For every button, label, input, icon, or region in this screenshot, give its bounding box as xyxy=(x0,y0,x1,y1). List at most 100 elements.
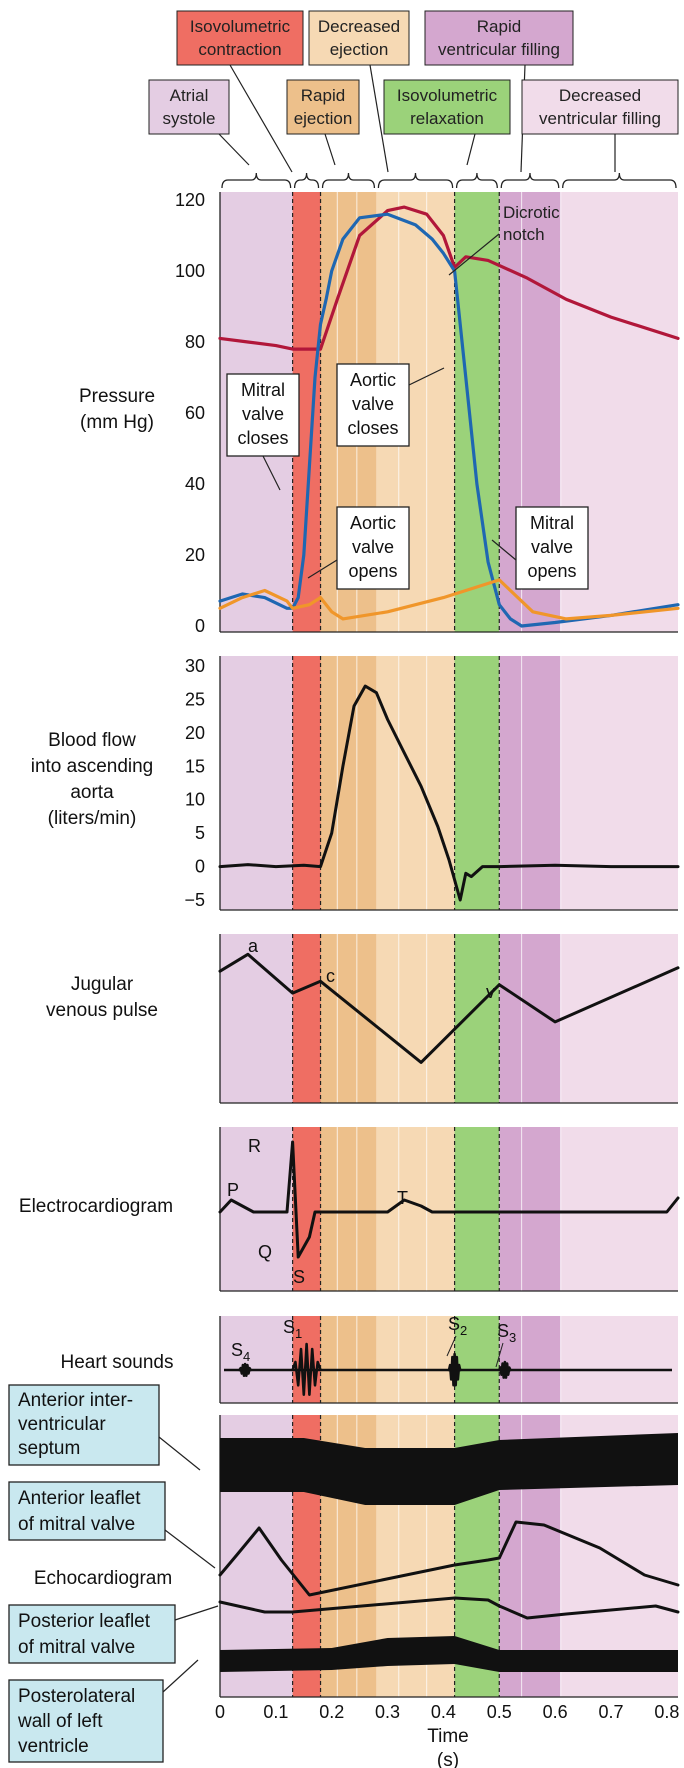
posterior-leaflet-curve xyxy=(218,1596,680,1620)
phase-band-pressure xyxy=(454,192,500,632)
phase-band-flow xyxy=(376,656,455,910)
dicrotic-notch-label: notch xyxy=(503,225,545,244)
ecg-wave-labels: P R Q S T xyxy=(227,1136,408,1287)
phase-label-isovolumetric-contraction: Isovolumetric contraction xyxy=(176,10,304,173)
pressure-label: Pressure xyxy=(79,386,155,407)
panel-labels: Pressure (mm Hg) Blood flow into ascendi… xyxy=(19,386,174,1589)
heart-sound-labels: S4 S1 S2 S3 xyxy=(231,1314,516,1368)
phase-band-jugular xyxy=(292,934,321,1103)
aortic-opens-callout xyxy=(336,506,410,590)
time-tick: 0.1 xyxy=(263,1702,288,1722)
flow-tick: 10 xyxy=(185,790,205,810)
phase-band-flow xyxy=(499,656,561,910)
phase-bracket xyxy=(293,172,320,189)
time-tick: 0.8 xyxy=(654,1702,679,1722)
flow-tick: 0 xyxy=(195,857,205,877)
s3-burst xyxy=(498,1360,512,1379)
callout-line: valve xyxy=(242,404,284,424)
ecg-label: Electrocardiogram xyxy=(19,1196,173,1217)
phase-band-sounds xyxy=(376,1316,455,1403)
echo-box-line: Anterior inter- xyxy=(18,1390,133,1411)
pressure-tick: 40 xyxy=(185,474,205,494)
pressure-annotations: Dicrotic notch Mitral valve closes Aorti… xyxy=(226,203,589,590)
phase-band-jugular xyxy=(220,934,293,1103)
phase-bracket xyxy=(321,172,376,189)
s2-label: S2 xyxy=(448,1314,467,1338)
time-tick: 0.6 xyxy=(543,1702,568,1722)
phase-bracket xyxy=(455,172,498,189)
phase-bracket xyxy=(377,172,454,189)
callout-line: Mitral xyxy=(241,380,285,400)
callout-line: valve xyxy=(531,537,573,557)
septum-band xyxy=(220,1433,678,1505)
jugular-label: venous pulse xyxy=(46,1000,158,1021)
callout-line: opens xyxy=(348,561,397,581)
callout-line: closes xyxy=(347,418,398,438)
phase-band-jugular xyxy=(560,934,678,1103)
phase-label-line: ejection xyxy=(330,40,389,59)
echo-box-line: of mitral valve xyxy=(18,1637,135,1658)
phase-label-line: systole xyxy=(163,109,216,128)
phase-band-sounds xyxy=(220,1316,293,1403)
s4-sub: 4 xyxy=(243,1349,250,1364)
s3-label: S3 xyxy=(497,1321,516,1345)
echo-box-line: Posterior leaflet xyxy=(18,1611,151,1632)
ecg-r-label: R xyxy=(248,1136,261,1156)
ecg-p-label: P xyxy=(227,1180,239,1200)
heart-sounds-label: Heart sounds xyxy=(60,1352,173,1373)
s4-label: S4 xyxy=(231,1340,250,1364)
pressure-tick: 100 xyxy=(175,261,205,281)
jugular-pulse-curve xyxy=(218,952,680,1064)
phase-label-line: Atrial xyxy=(170,86,209,105)
jvp-c-label: c xyxy=(326,966,335,986)
phase-band-ecg xyxy=(376,1127,455,1291)
flow-label: aorta xyxy=(70,782,114,803)
aortic-flow-curve xyxy=(218,684,680,902)
callout-line: Aortic xyxy=(350,513,396,533)
echo-box-line: Posterolateral xyxy=(18,1686,135,1707)
pressure-tick: 0 xyxy=(195,616,205,636)
echo-box-line: ventricle xyxy=(18,1736,89,1757)
s2-base: S xyxy=(448,1314,460,1334)
jvp-a-label: a xyxy=(248,936,259,956)
phase-label-rapid-ventricular-filling: Rapid ventricular filling xyxy=(424,10,574,173)
flow-tick: −5 xyxy=(184,890,205,910)
posterolateral-wall-band xyxy=(220,1636,678,1672)
phase-label-decreased-ventricular-filling: Decreased ventricular filling xyxy=(521,79,679,172)
phase-bracket xyxy=(562,172,677,189)
phase-label-line: contraction xyxy=(198,40,281,59)
phase-band-jugular xyxy=(454,934,500,1103)
phase-band-ecg xyxy=(220,1127,293,1291)
phase-bracket xyxy=(221,172,292,189)
s1-sub: 1 xyxy=(295,1326,302,1341)
pressure-label: (mm Hg) xyxy=(80,412,154,433)
flow-tick: 25 xyxy=(185,689,205,709)
flow-tick: 5 xyxy=(195,823,205,843)
flow-label: Blood flow xyxy=(48,730,136,751)
phase-band-ecg xyxy=(320,1127,377,1291)
phase-band-ecg xyxy=(560,1127,678,1291)
ecg-s-label: S xyxy=(293,1267,305,1287)
s4-base: S xyxy=(231,1340,243,1360)
pressure-tick: 20 xyxy=(185,545,205,565)
phase-band-sounds xyxy=(560,1316,678,1403)
phase-label-line: ventricular filling xyxy=(438,40,560,59)
phase-label-rapid-ejection: Rapid ejection xyxy=(286,79,360,166)
phase-label-line: Decreased xyxy=(559,86,641,105)
phase-band-flow xyxy=(220,656,293,910)
flow-tick: 15 xyxy=(185,756,205,776)
phase-label-line: Decreased xyxy=(318,17,400,36)
phase-label-line: ejection xyxy=(294,109,353,128)
jugular-wave-labels: a c v xyxy=(248,936,495,1002)
anterior-leaflet-box xyxy=(8,1481,166,1541)
s1-base: S xyxy=(283,1317,295,1337)
mitral-opens-callout xyxy=(515,506,589,590)
echo-box-line: wall of left xyxy=(17,1711,103,1732)
pressure-tick: 120 xyxy=(175,190,205,210)
flow-label: into ascending xyxy=(31,756,154,777)
flow-label: (liters/min) xyxy=(48,808,137,829)
x-tick-labels: 0 0.1 0.2 0.3 0.4 0.5 0.6 0.7 0.8 xyxy=(215,1702,679,1722)
phase-label-atrial-systole: Atrial systole xyxy=(148,79,250,166)
echo-box-line: ventricular xyxy=(18,1414,106,1435)
